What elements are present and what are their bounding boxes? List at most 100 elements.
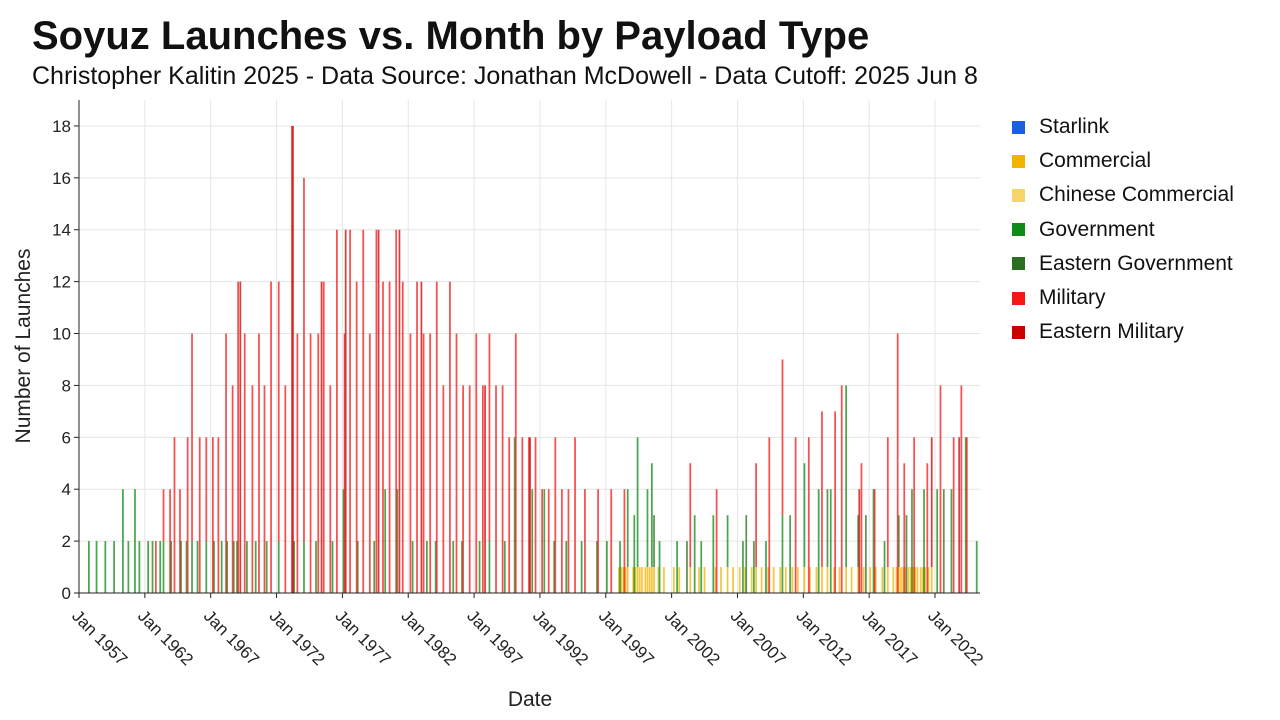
bar-commercial <box>767 567 770 593</box>
chart-title: Soyuz Launches vs. Month by Payload Type <box>32 14 870 58</box>
legend-item[interactable]: Eastern Military <box>1012 315 1234 349</box>
bar-commercial <box>895 567 898 593</box>
legend-label: Eastern Military <box>1039 320 1184 344</box>
bar-commercial <box>916 567 919 593</box>
chart-subtitle: Christopher Kalitin 2025 - Data Source: … <box>32 62 978 90</box>
bar-government <box>676 541 678 593</box>
bar-government <box>753 541 755 593</box>
bar-commercial <box>672 567 675 593</box>
bar-military <box>349 229 351 593</box>
bar-government <box>293 541 295 593</box>
bar-military <box>263 385 266 593</box>
bar-commercial <box>634 567 637 593</box>
bar-commercial <box>803 567 806 593</box>
bar-military <box>395 229 398 593</box>
legend-item[interactable]: Starlink <box>1012 110 1234 144</box>
bar-military <box>623 489 626 593</box>
legend-item[interactable]: Military <box>1012 281 1234 315</box>
bar-government <box>553 541 556 593</box>
bar-military <box>501 385 504 593</box>
legend-item[interactable]: Chinese Commercial <box>1012 178 1234 212</box>
bar-government <box>213 541 215 593</box>
legend-swatch <box>1012 188 1025 202</box>
legend-item[interactable]: Government <box>1012 213 1234 247</box>
bar-government <box>897 515 900 568</box>
axes <box>78 100 980 594</box>
x-tick-label: Jan 1987 <box>463 606 526 669</box>
bar-military <box>926 463 929 593</box>
legend-swatch <box>1012 291 1025 305</box>
bar-commercial <box>909 567 912 593</box>
legend-label: Commercial <box>1039 149 1152 173</box>
bar-military <box>362 229 365 593</box>
bar-government <box>434 541 437 593</box>
bar-commercial <box>641 567 643 593</box>
bar-military <box>514 333 517 593</box>
gridlines <box>78 100 980 594</box>
legend-item[interactable]: Commercial <box>1012 144 1234 178</box>
bar-eastern-military <box>344 229 347 593</box>
bar-commercial <box>862 567 865 593</box>
bar-military <box>231 385 234 593</box>
bar-military <box>169 489 171 593</box>
bar-commercial <box>881 567 884 593</box>
bar-military <box>303 177 305 542</box>
bar-government <box>565 541 568 593</box>
bar-military <box>198 437 201 593</box>
bar-military <box>807 437 810 593</box>
bar-commercial <box>821 567 823 593</box>
bar-government <box>236 541 238 593</box>
x-tick-label: Jan 1982 <box>397 606 460 669</box>
bar-military <box>291 125 293 594</box>
bar-military <box>455 333 458 593</box>
bar-government <box>513 437 516 593</box>
bar-government <box>936 489 939 593</box>
bar-government <box>531 489 534 593</box>
bar-military <box>462 385 464 593</box>
x-tick-labels: Jan 1957 Jan 1962 Jan 1967 Jan 1972 Jan 1977… <box>68 593 987 669</box>
bar-government <box>127 541 130 593</box>
bar-commercial <box>650 567 653 593</box>
legend-label: Eastern Government <box>1039 251 1233 275</box>
bar-military <box>597 489 599 593</box>
bar-government <box>426 541 428 593</box>
bar-government <box>170 541 173 593</box>
bar-government <box>964 437 967 593</box>
bar-military <box>409 333 412 593</box>
bar-eastern-government <box>653 515 655 568</box>
bar-commercial <box>850 567 853 593</box>
bar-government <box>95 541 98 593</box>
bar-commercial <box>779 567 782 593</box>
y-tick-label: 10 <box>52 325 71 344</box>
bar-government <box>543 489 546 593</box>
bar-government <box>162 541 165 593</box>
bar-military <box>355 281 358 593</box>
bar-government <box>817 489 820 593</box>
bar-commercial <box>904 567 907 593</box>
bar-military <box>258 333 260 593</box>
bar-commercial <box>796 567 799 593</box>
bar-government <box>220 541 223 593</box>
bar-eastern-military <box>958 437 961 593</box>
legend: Starlink Commercial Chinese Commercial Gove… <box>1012 110 1234 349</box>
bar-military <box>317 333 320 593</box>
bar-military <box>821 411 823 568</box>
bar-military <box>468 385 471 593</box>
bar-commercial <box>833 567 835 593</box>
bar-government <box>693 515 696 593</box>
bar-commercial <box>744 567 747 593</box>
bar-commercial <box>648 567 651 593</box>
bar-commercial <box>622 567 625 593</box>
bar-eastern-government <box>942 489 945 593</box>
bar-military <box>508 437 511 593</box>
legend-item[interactable]: Eastern Government <box>1012 247 1234 281</box>
bar-government <box>503 541 506 593</box>
bar-government <box>845 385 847 568</box>
bar-government <box>396 489 399 593</box>
legend-swatch <box>1012 257 1025 271</box>
bar-commercial <box>914 567 917 593</box>
bar-military <box>952 437 955 593</box>
bar-government <box>883 541 886 593</box>
bar-government <box>315 541 317 593</box>
